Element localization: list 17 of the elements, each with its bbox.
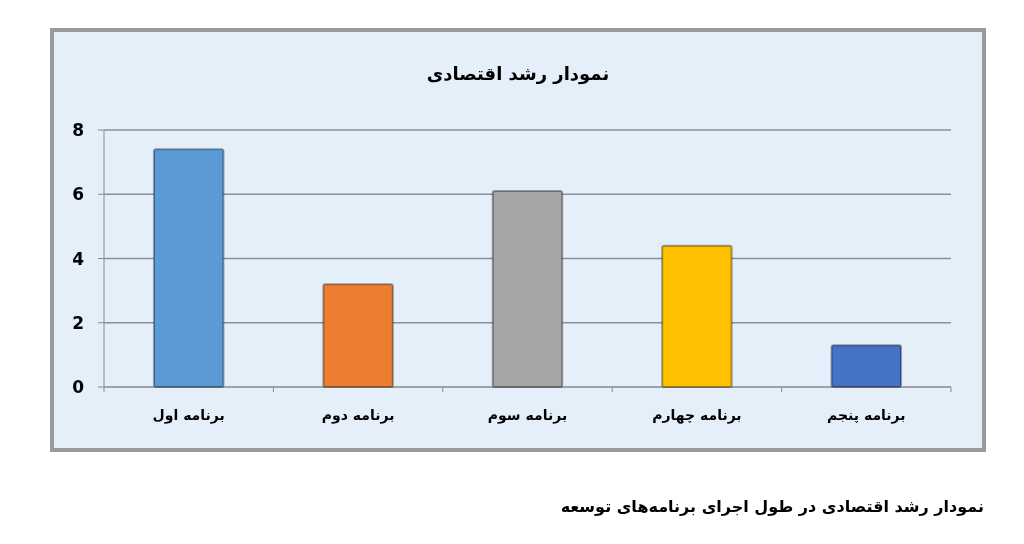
x-tick-label: برنامه دوم	[321, 407, 395, 424]
y-tick-label: 8	[72, 120, 84, 140]
bar	[830, 344, 903, 388]
x-tick-label: برنامه سوم	[487, 407, 568, 424]
x-tick-label: برنامه پنجم	[827, 407, 906, 424]
x-tick-label: برنامه چهارم	[652, 407, 742, 424]
bar	[661, 244, 733, 388]
chart-title: نمودار رشد اقتصادی	[426, 63, 610, 85]
y-tick-label: 4	[72, 248, 85, 269]
bar	[491, 190, 564, 388]
bar	[322, 283, 394, 388]
text: نمودار رشد اقتصادی در طول اجرای برنامه‌های توسعه	[560, 497, 984, 516]
bar	[152, 148, 225, 388]
x-tick-label: برنامه اول	[152, 407, 225, 424]
y-tick-label: 2	[72, 312, 84, 333]
y-tick-label: 6	[72, 184, 84, 205]
y-tick-label: 0	[72, 377, 85, 397]
